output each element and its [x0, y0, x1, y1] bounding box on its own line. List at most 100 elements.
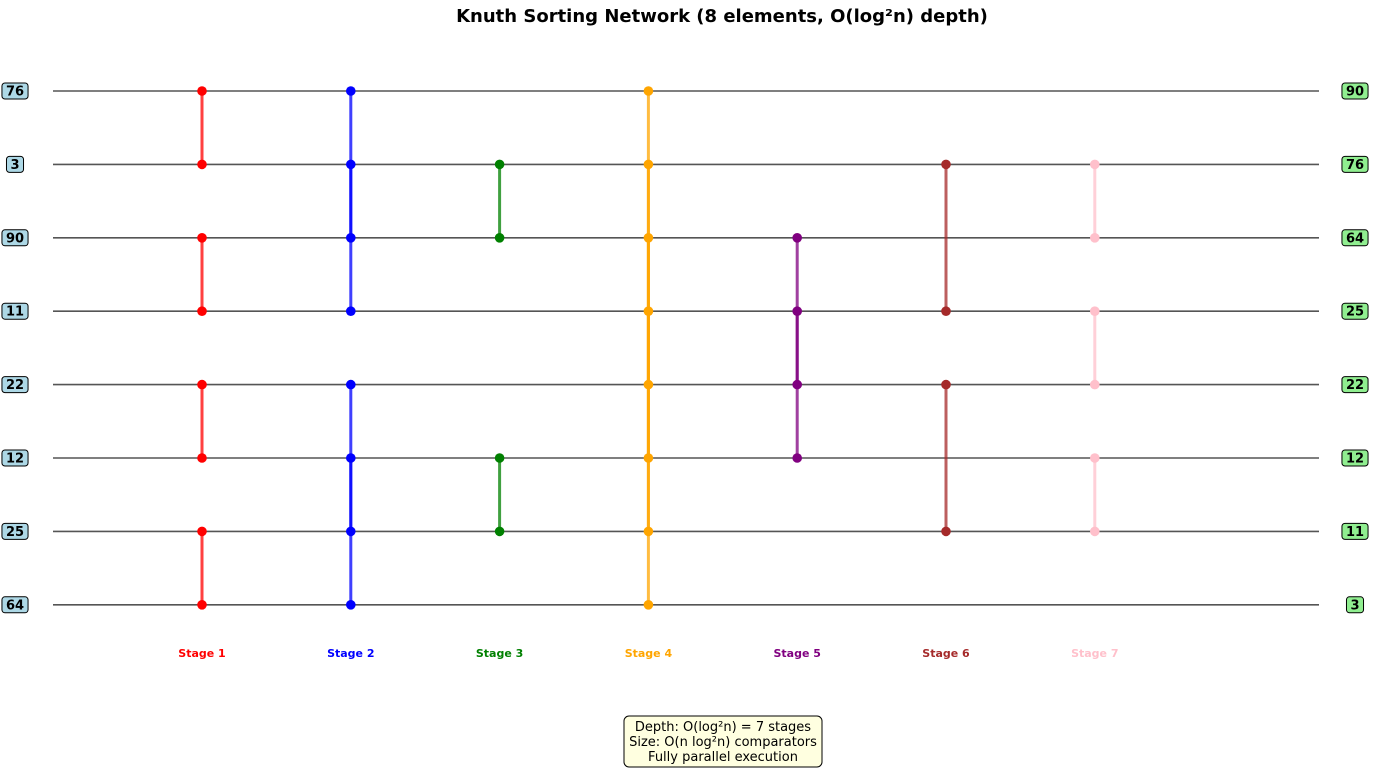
input-value-label-box: [1, 522, 29, 540]
comparator-node: [197, 453, 207, 463]
comparator-node: [643, 233, 654, 243]
comparator-node: [643, 306, 654, 317]
stage-label: Stage 2: [327, 647, 374, 660]
comparator-node: [1090, 159, 1100, 170]
comparator-node: [792, 306, 802, 317]
comparator-node: [494, 233, 505, 243]
comparator-node: [1090, 233, 1100, 243]
comparator-node: [197, 600, 207, 610]
comparator-node: [197, 379, 207, 390]
comparator-node: [197, 306, 207, 317]
comparator-node: [643, 379, 654, 390]
comparator-node: [494, 453, 505, 463]
comparator-node: [494, 159, 505, 170]
input-value-label-text: 76: [6, 85, 24, 100]
input-value-label: 11: [1, 302, 29, 320]
input-value-label-text: 12: [6, 452, 24, 467]
input-value-label-box: [1, 229, 29, 247]
output-value-label-text: 76: [1346, 158, 1364, 173]
output-value-label-box: [1341, 376, 1369, 394]
output-labels-group: 90 76 64 25 22 12 11 3: [1341, 82, 1369, 614]
output-value-label: 22: [1341, 376, 1369, 394]
input-value-label: 25: [1, 522, 29, 540]
info-box: Depth: O(log²n) = 7 stages Size: O(n log…: [623, 715, 823, 768]
wires-group: [53, 90, 1319, 606]
stage-labels-group: Stage 1 Stage 2 Stage 3 Stage 4 Stage 5 Stage…: [178, 647, 1118, 660]
stage-label: Stage 6: [922, 647, 970, 660]
stage-label: Stage 1: [178, 647, 225, 660]
input-value-label-box: [1, 82, 29, 100]
output-value-label: 90: [1341, 82, 1369, 100]
input-value-label-box: [1, 596, 29, 614]
output-value-label-text: 90: [1346, 85, 1364, 100]
comparator-node: [346, 453, 356, 463]
comparator-node: [643, 159, 654, 170]
comparator-node: [941, 159, 951, 170]
comparator-node: [346, 159, 356, 170]
output-value-label-text: 12: [1346, 452, 1364, 467]
input-value-label-text: 25: [6, 525, 24, 540]
comparator-node: [494, 526, 505, 537]
input-value-label-text: 22: [6, 378, 24, 393]
output-value-label-box: [1341, 229, 1369, 247]
info-line: Size: O(n log²n) comparators: [629, 735, 817, 750]
output-value-label: 3: [1345, 596, 1365, 614]
comparator-node: [792, 453, 802, 463]
comparator-node: [197, 86, 207, 96]
output-value-label-box: [1341, 522, 1369, 540]
output-value-label: 25: [1341, 302, 1369, 320]
info-line: Depth: O(log²n) = 7 stages: [635, 720, 811, 735]
comparator-node: [197, 233, 207, 243]
input-value-label-box: [1, 302, 29, 320]
comparator-node: [941, 379, 951, 390]
comparator-node: [346, 233, 356, 243]
comparator-node: [346, 86, 356, 96]
input-value-label-box: [1, 449, 29, 467]
comparator-node: [1090, 306, 1100, 317]
input-value-label: 12: [1, 449, 29, 467]
input-value-label-box: [5, 155, 25, 173]
comparator-node: [1090, 379, 1100, 390]
comparator-node: [1090, 453, 1100, 463]
comparator-node: [346, 379, 356, 390]
diagram-title: Knuth Sorting Network (8 elements, O(log…: [456, 6, 988, 27]
stage-label: Stage 4: [625, 647, 673, 660]
stage-label: Stage 3: [476, 647, 523, 660]
comparator-node: [643, 453, 654, 463]
comparator-node: [643, 86, 654, 96]
output-value-label-text: 25: [1346, 305, 1364, 320]
stage-label: Stage 5: [773, 647, 820, 660]
output-value-label-box: [1341, 155, 1369, 173]
input-value-label: 22: [1, 376, 29, 394]
comparator-node: [941, 306, 951, 317]
input-value-label-text: 3: [10, 158, 19, 173]
info-line: Fully parallel execution: [648, 750, 798, 765]
input-value-label: 90: [1, 229, 29, 247]
output-value-label-text: 22: [1346, 378, 1364, 393]
output-value-label-text: 3: [1350, 598, 1359, 613]
input-value-label-text: 64: [6, 598, 24, 613]
comparator-node: [197, 526, 207, 537]
comparators-group: [197, 86, 1100, 610]
output-value-label-box: [1341, 449, 1369, 467]
output-value-label: 76: [1341, 155, 1369, 173]
input-value-label-text: 90: [6, 231, 24, 246]
input-value-label-box: [1, 376, 29, 394]
output-value-label-text: 11: [1346, 525, 1364, 540]
comparator-node: [197, 159, 207, 170]
output-value-label-box: [1345, 596, 1365, 614]
input-value-label: 64: [1, 596, 29, 614]
input-value-label-text: 11: [6, 305, 24, 320]
comparator-node: [643, 526, 654, 537]
comparator-node: [346, 526, 356, 537]
comparator-node: [792, 233, 802, 243]
output-value-label: 64: [1341, 229, 1369, 247]
comparator-node: [346, 306, 356, 317]
input-value-label: 3: [5, 155, 25, 173]
comparator-node: [643, 600, 654, 610]
output-value-label: 12: [1341, 449, 1369, 467]
input-labels-group: 76 3 90 11 22 12 25 64: [1, 82, 29, 614]
stage-label: Stage 7: [1071, 647, 1118, 660]
comparator-node: [941, 526, 951, 537]
